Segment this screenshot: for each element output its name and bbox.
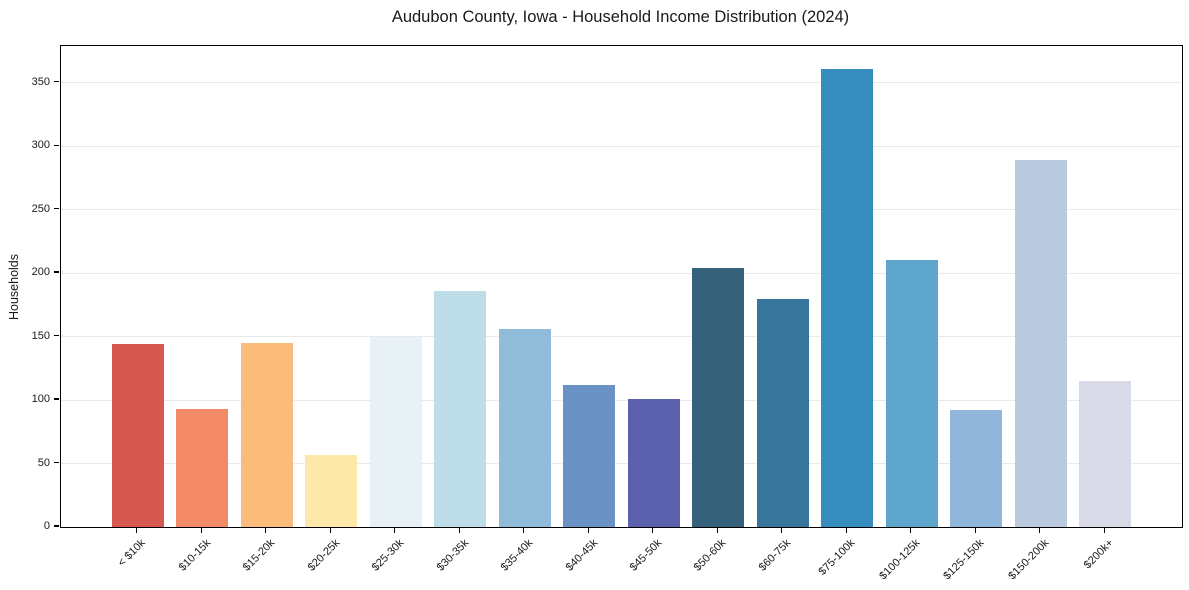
x-tick-label-75-100k: $75-100k [816, 537, 858, 578]
bar-50-60k [692, 268, 745, 527]
x-tick-0 [136, 527, 138, 533]
x-tick-label-20-25k: $20-25k [305, 537, 342, 574]
x-tick-6 [523, 527, 525, 533]
x-tick-5 [458, 527, 460, 533]
x-tick-label-60-75k: $60-75k [756, 537, 794, 574]
y-tick-100 [54, 398, 59, 400]
bar-25-30k [369, 336, 422, 527]
bar-45-50k [627, 398, 680, 527]
y-tick-50 [54, 461, 59, 464]
x-tick-10 [781, 527, 783, 533]
y-tick-label-200: 200 [31, 266, 50, 279]
y-tick-0 [54, 525, 59, 527]
y-tick-label-350: 350 [31, 75, 50, 88]
x-tick-label-30-35k: $30-35k [434, 537, 471, 574]
x-tick-2 [265, 527, 267, 533]
x-tick-1 [200, 527, 202, 533]
x-tick-label-10-15k: $10-15k [176, 537, 213, 574]
y-axis-label-text: Households [7, 253, 21, 321]
gridline-y-100 [61, 399, 1182, 401]
x-tick-3 [329, 527, 331, 533]
bar-125-150k [950, 410, 1003, 527]
x-tick-9 [716, 527, 718, 533]
x-tick-11 [845, 527, 847, 533]
plot-area [60, 45, 1183, 528]
x-tick-label-45-50k: $45-50k [627, 537, 665, 574]
x-tick-label-35-40k: $35-40k [498, 537, 536, 574]
x-tick-label-40-45k: $40-45k [563, 537, 600, 574]
x-tick-label-25-30k: $25-30k [369, 537, 407, 574]
y-tick-label-300: 300 [31, 139, 50, 152]
bar-60-75k [756, 298, 809, 527]
gridline-y-300 [61, 145, 1182, 147]
x-tick-7 [587, 527, 589, 533]
x-tick-14 [1039, 527, 1041, 533]
x-tick-15 [1103, 527, 1105, 533]
bar-10-15k [176, 408, 229, 527]
bar-10k [111, 344, 164, 527]
bar-150-200k [1014, 160, 1067, 527]
x-tick-label-200k+: $200k+ [1081, 537, 1116, 572]
bar-35-40k [498, 329, 551, 527]
x-tick-12 [910, 527, 912, 533]
bar-100-125k [885, 260, 938, 527]
y-tick-250 [54, 208, 59, 210]
x-tick-label-100-125k: $100-125k [876, 537, 923, 583]
bar-75-100k [821, 68, 874, 527]
x-tick-label-50-60k: $50-60k [692, 537, 729, 574]
y-tick-label-250: 250 [31, 202, 50, 215]
y-tick-200 [54, 271, 59, 273]
bar-20-25k [305, 454, 358, 527]
bar-15-20k [240, 342, 293, 527]
y-tick-350 [54, 81, 59, 83]
bar-40-45k [563, 384, 616, 527]
x-tick-label-125-150k: $125-150k [941, 537, 987, 583]
x-tick-13 [974, 527, 976, 533]
bar-200k+ [1079, 381, 1132, 527]
y-tick-label-50: 50 [37, 456, 50, 469]
x-tick-8 [652, 527, 654, 533]
y-tick-150 [54, 334, 59, 337]
y-tick-300 [54, 144, 59, 146]
x-tick-4 [394, 527, 396, 533]
gridline-y-350 [61, 82, 1182, 84]
x-tick-label-10k: < $10k [116, 537, 149, 570]
x-tick-label-150-200k: $150-200k [1005, 537, 1052, 583]
x-tick-label-15-20k: $15-20k [240, 537, 278, 574]
gridline-y-200 [61, 272, 1182, 274]
gridline-y-150 [61, 336, 1182, 338]
y-tick-label-100: 100 [31, 393, 50, 406]
y-tick-label-150: 150 [31, 329, 50, 342]
gridline-y-250 [61, 209, 1182, 211]
chart-title: Audubon County, Iowa - Household Income … [391, 8, 850, 26]
y-tick-label-0: 0 [43, 520, 50, 532]
bar-30-35k [434, 290, 487, 527]
gridline-y-50 [61, 463, 1182, 465]
